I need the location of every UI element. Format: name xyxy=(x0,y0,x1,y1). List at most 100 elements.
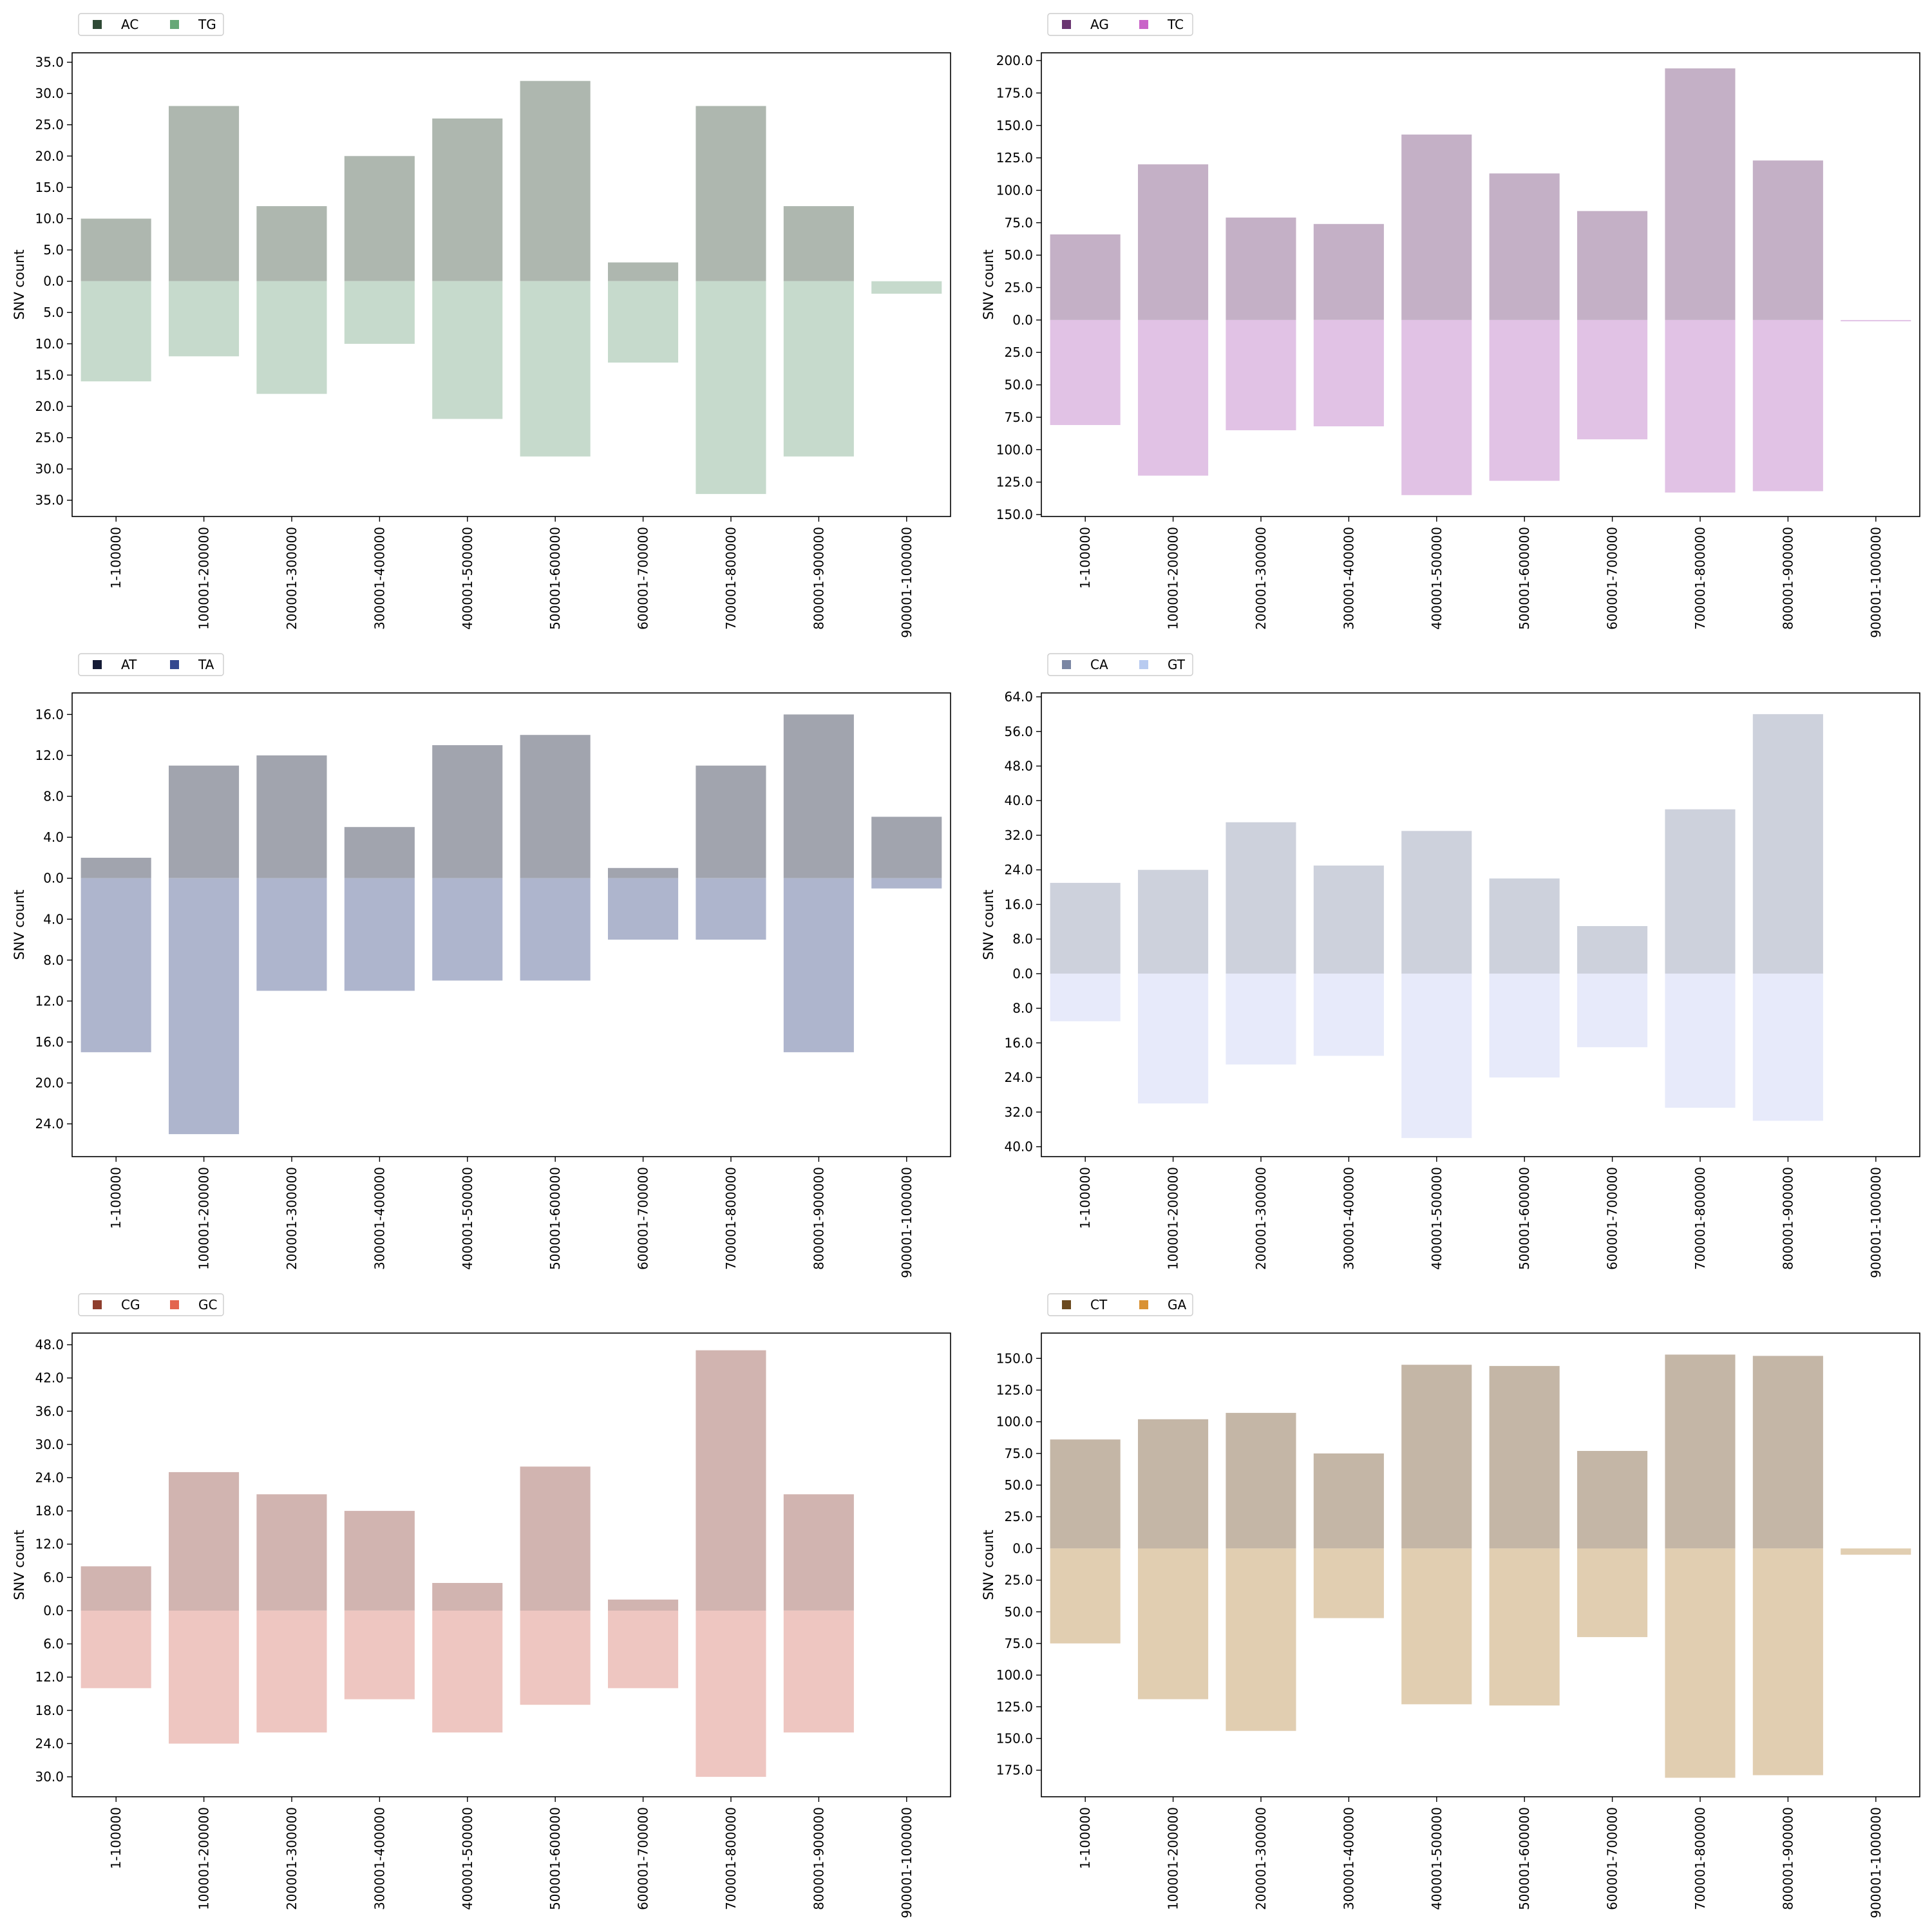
x-tick-label: 200001-300000 xyxy=(1253,527,1269,630)
bar-AT-2 xyxy=(169,765,240,878)
y-tick-label: 12.0 xyxy=(35,1669,64,1685)
bar-TG-7 xyxy=(608,281,679,363)
plot-frame xyxy=(71,1332,951,1797)
bar-CG-3 xyxy=(256,1494,327,1611)
y-tick-label: 5.0 xyxy=(43,305,64,320)
y-tick-label: 30.0 xyxy=(35,461,64,477)
y-tick-label: 75.0 xyxy=(1004,1636,1033,1651)
y-tick-label: 125.0 xyxy=(996,150,1033,166)
x-tick-label: 300001-400000 xyxy=(372,1167,387,1270)
bar-CT-4 xyxy=(1313,1453,1384,1549)
legend-label-TG: TG xyxy=(198,17,216,32)
bar-GA-8 xyxy=(1665,1548,1736,1778)
y-tick-label: 25.0 xyxy=(1004,1509,1033,1524)
y-tick-label: 150.0 xyxy=(996,507,1033,522)
bar-AC-3 xyxy=(256,206,327,281)
legend-swatch-AG xyxy=(1062,20,1071,29)
bar-GT-7 xyxy=(1577,973,1648,1048)
bar-GA-9 xyxy=(1752,1548,1823,1776)
y-tick-label: 100.0 xyxy=(996,1414,1033,1430)
bar-TC-5 xyxy=(1401,319,1472,495)
legend-box xyxy=(78,13,224,36)
bar-GC-9 xyxy=(783,1611,854,1733)
x-tick-label: 200001-300000 xyxy=(284,527,299,630)
x-tick-label: 200001-300000 xyxy=(1253,1167,1269,1270)
plot-frame xyxy=(71,52,951,517)
bar-TC-8 xyxy=(1665,319,1736,493)
legend-swatch-AT xyxy=(93,660,102,669)
bar-TA-4 xyxy=(344,878,415,991)
legend-swatch-GC xyxy=(170,1300,179,1309)
plot-frame xyxy=(1041,52,1920,517)
chart-panel-6: 150.0 125.0 100.0 75.0 50.0 25.0 0.0 25.0 50.0 75… xyxy=(981,1293,1920,1918)
bar-TA-10 xyxy=(871,878,942,889)
bar-CA-1 xyxy=(1050,882,1121,974)
x-tick-label: 900001-1000000 xyxy=(1868,527,1884,638)
y-tick-label: 10.0 xyxy=(35,336,64,352)
legend-label-AT: AT xyxy=(121,657,137,672)
y-tick-label: 125.0 xyxy=(996,1383,1033,1398)
y-tick-label: 125.0 xyxy=(996,475,1033,490)
bar-AG-5 xyxy=(1401,134,1472,320)
x-tick-label: 900001-1000000 xyxy=(1868,1807,1884,1918)
bar-TA-8 xyxy=(696,878,766,940)
bar-TG-5 xyxy=(432,281,503,419)
plot-frame xyxy=(1041,692,1920,1157)
bar-CG-1 xyxy=(80,1566,151,1611)
bar-AG-4 xyxy=(1313,223,1384,320)
y-tick-label: 15.0 xyxy=(35,180,64,195)
bar-CT-8 xyxy=(1665,1354,1736,1549)
legend-label-CG: CG xyxy=(121,1297,140,1312)
y-tick-label: 125.0 xyxy=(996,1699,1033,1714)
y-tick-label: 4.0 xyxy=(43,911,64,927)
y-tick-label: 25.0 xyxy=(1004,345,1033,360)
legend-swatch-CA xyxy=(1062,660,1071,669)
x-tick-label: 1-100000 xyxy=(1077,527,1093,589)
bar-GA-10 xyxy=(1841,1548,1911,1555)
y-tick-label: 35.0 xyxy=(35,493,64,508)
x-tick-label: 800001-900000 xyxy=(811,527,826,630)
y-tick-label: 0.0 xyxy=(43,274,64,289)
y-tick-label: 40.0 xyxy=(1004,1139,1033,1155)
bar-TG-4 xyxy=(344,281,415,344)
y-axis-label: SNV count xyxy=(981,1530,996,1600)
bar-TA-5 xyxy=(432,878,503,981)
legend-label-TC: TC xyxy=(1167,17,1184,32)
bar-AC-9 xyxy=(783,206,854,281)
bar-GC-1 xyxy=(80,1611,151,1689)
legend-swatch-TA xyxy=(170,660,179,669)
y-tick-label: 100.0 xyxy=(996,183,1033,198)
bar-TC-6 xyxy=(1489,319,1560,481)
bar-CA-5 xyxy=(1401,831,1472,974)
bar-AG-6 xyxy=(1489,173,1560,320)
y-tick-label: 42.0 xyxy=(35,1370,64,1386)
y-axis-label: SNV count xyxy=(12,1530,27,1600)
legend-label-GA: GA xyxy=(1168,1297,1186,1312)
x-tick-label: 300001-400000 xyxy=(1341,527,1356,630)
bar-GA-5 xyxy=(1401,1548,1472,1705)
y-axis-label: SNV count xyxy=(981,249,996,319)
x-tick-label: 700001-800000 xyxy=(723,1167,739,1270)
y-tick-label: 36.0 xyxy=(35,1403,64,1419)
plot-frame xyxy=(1041,1332,1920,1797)
y-tick-label: 5.0 xyxy=(43,242,64,258)
x-tick-label: 300001-400000 xyxy=(372,1807,387,1910)
bar-TC-10 xyxy=(1841,319,1911,321)
x-tick-label: 800001-900000 xyxy=(811,1167,826,1270)
x-tick-label: 500001-600000 xyxy=(547,1167,563,1270)
x-tick-label: 700001-800000 xyxy=(723,527,739,630)
bar-AT-3 xyxy=(256,755,327,878)
bar-CT-7 xyxy=(1577,1451,1648,1549)
legend-label-GC: GC xyxy=(198,1297,217,1312)
bar-AC-6 xyxy=(520,80,591,281)
y-tick-label: 150.0 xyxy=(996,1350,1033,1366)
legend-label-GT: GT xyxy=(1168,657,1186,672)
bar-AC-8 xyxy=(696,106,766,281)
bar-TA-6 xyxy=(520,878,591,981)
bar-GC-8 xyxy=(696,1611,766,1777)
bar-AC-4 xyxy=(344,156,415,281)
bar-TG-10 xyxy=(871,281,942,294)
x-tick-label: 500001-600000 xyxy=(547,1807,563,1910)
bar-CG-4 xyxy=(344,1511,415,1611)
bar-GC-6 xyxy=(520,1611,591,1705)
